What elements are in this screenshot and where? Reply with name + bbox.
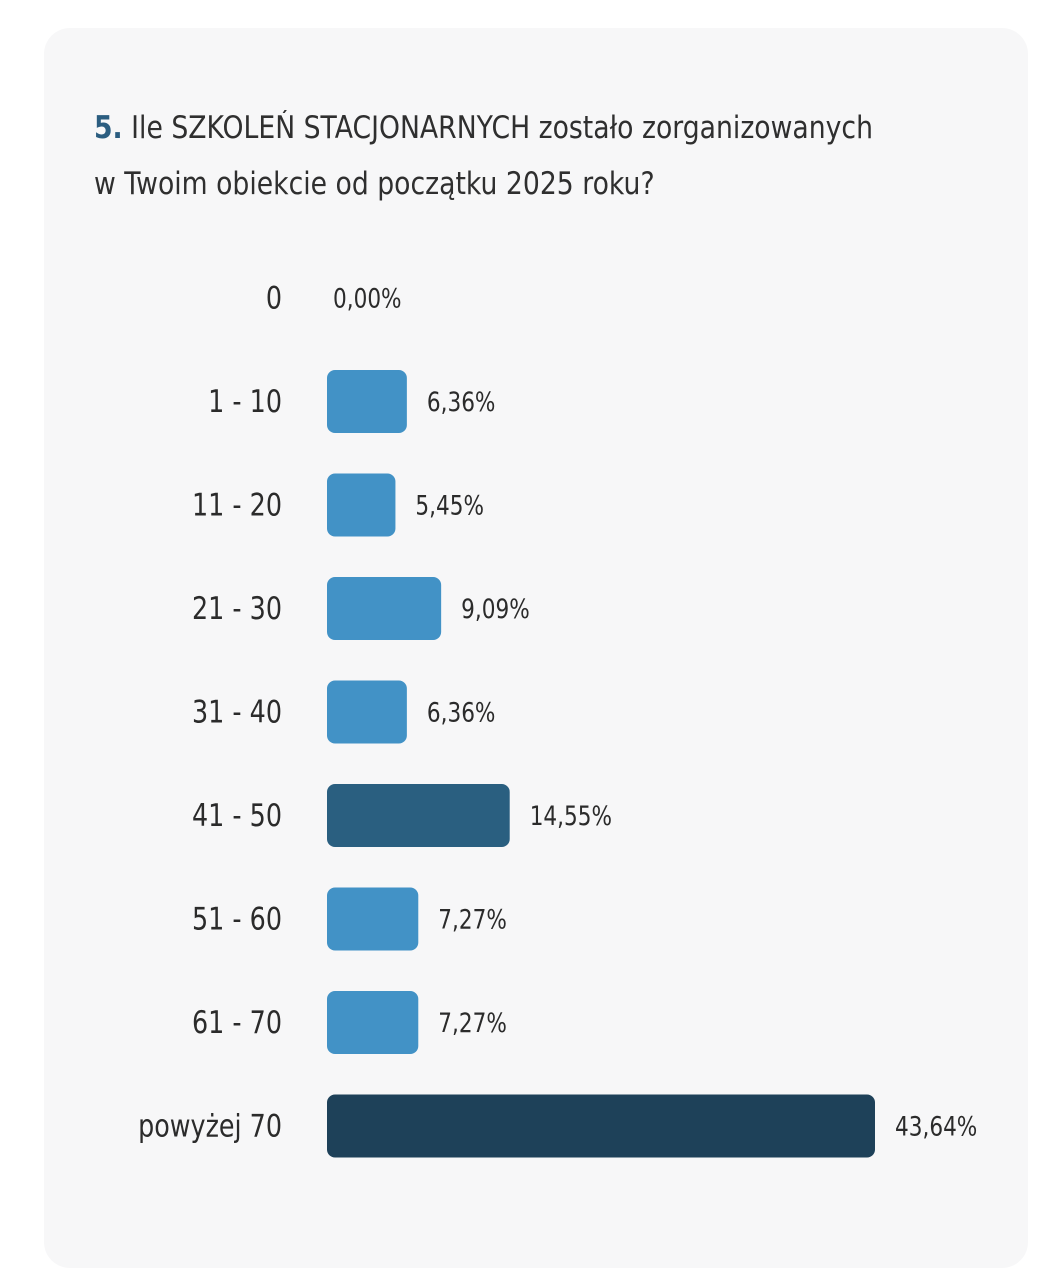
- question-text-line-1: Ile SZKOLEŃ STACJONARNYCH zostało zorgan…: [131, 110, 873, 146]
- bar-31-40: [327, 680, 407, 744]
- category-label-61-70: 61 - 70: [192, 1004, 282, 1040]
- value-label-powyzej-70: 43,64%: [895, 1110, 977, 1142]
- value-label-21-30: 9,09%: [461, 592, 530, 624]
- question-number: 5.: [94, 110, 123, 146]
- category-label-powyzej-70: powyżej 70: [138, 1108, 282, 1144]
- value-label-31-40: 6,36%: [427, 696, 496, 728]
- category-label-21-30: 21 - 30: [192, 590, 282, 626]
- value-label-61-70: 7,27%: [438, 1006, 507, 1038]
- category-label-1-10: 1 - 10: [208, 383, 282, 419]
- value-label-41-50: 14,55%: [530, 799, 612, 831]
- category-label-0: 0: [266, 280, 282, 316]
- bar-61-70: [327, 991, 419, 1054]
- category-label-41-50: 41 - 50: [192, 797, 282, 833]
- question-title: 5. Ile SZKOLEŃ STACJONARNYCH zostało zor…: [94, 100, 873, 212]
- category-label-31-40: 31 - 40: [192, 694, 282, 730]
- value-label-11-20: 5,45%: [415, 489, 484, 521]
- question-text-line-2: w Twoim obiekcie od początku 2025 roku?: [94, 166, 655, 202]
- value-label-51-60: 7,27%: [438, 903, 507, 935]
- chart-card: [44, 28, 1028, 1268]
- bar-11-20: [327, 473, 396, 537]
- bar-powyzej-70: [327, 1094, 875, 1158]
- bar-51-60: [327, 887, 419, 951]
- bar-1-10: [327, 370, 407, 433]
- value-label-0: 0,00%: [333, 282, 402, 314]
- bar-41-50: [327, 784, 510, 847]
- category-label-11-20: 11 - 20: [192, 487, 282, 523]
- bar-21-30: [327, 577, 442, 640]
- value-label-1-10: 6,36%: [427, 385, 496, 417]
- category-label-51-60: 51 - 60: [192, 901, 282, 937]
